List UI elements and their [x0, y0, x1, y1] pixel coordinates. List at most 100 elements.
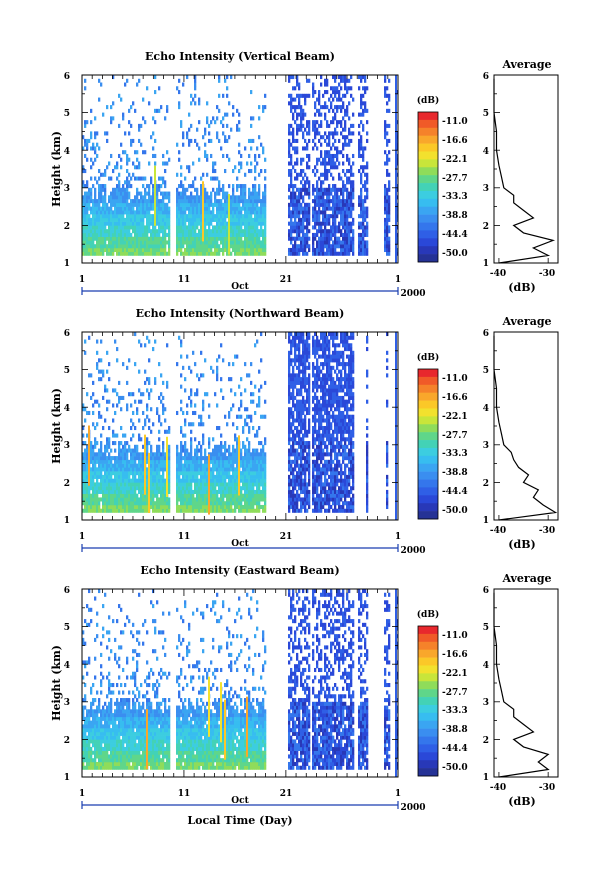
heatmap-cell [132, 452, 135, 457]
heatmap-cell [120, 441, 123, 446]
heatmap-cell [338, 105, 341, 110]
heatmap-cell [300, 236, 303, 241]
heatmap-cell [98, 501, 101, 506]
heatmap-cell [140, 471, 143, 476]
heatmap-cell [264, 105, 267, 110]
heatmap-cell [246, 478, 249, 483]
heatmap-cell [190, 210, 193, 215]
heatmap-cell [190, 206, 193, 211]
heatmap-cell [216, 225, 219, 230]
heatmap-cell [88, 199, 91, 204]
heatmap-cell [296, 210, 299, 215]
colorbar-swatch [418, 167, 438, 176]
heatmap-cell [194, 452, 197, 457]
heatmap-cell [226, 456, 229, 461]
heatmap-cell [108, 437, 111, 442]
heatmap-cell [182, 214, 185, 219]
heatmap-cell [384, 199, 387, 204]
heatmap-cell [182, 489, 185, 494]
heatmap-cell [324, 157, 327, 162]
heatmap-cell [140, 191, 143, 196]
heatmap-cell [388, 123, 391, 128]
heatmap-cell [232, 206, 235, 211]
heatmap-cell [366, 131, 369, 136]
heatmap-cell [362, 93, 365, 98]
heatmap-cell [264, 478, 267, 483]
profile-y-tick: 1 [483, 259, 489, 269]
heatmap-cell [102, 232, 105, 237]
heatmap-cell [114, 214, 117, 219]
heatmap-cell [82, 169, 85, 174]
heatmap-cell [346, 247, 349, 253]
heatmap-cell [114, 489, 117, 494]
heatmap-cell [132, 456, 135, 461]
heatmap-cell [232, 474, 235, 479]
heatmap-cell [218, 229, 221, 234]
heatmap-cell [240, 240, 243, 245]
heatmap-cell [292, 236, 295, 241]
heatmap-cell [142, 214, 145, 219]
heatmap-cell [330, 105, 333, 110]
heatmap-cell [228, 501, 231, 506]
heatmap-cell [124, 221, 127, 226]
heatmap-cell [176, 195, 179, 200]
heatmap-cell [190, 501, 193, 506]
heatmap-cell [230, 214, 233, 219]
heatmap-cell [300, 217, 303, 222]
heatmap-cell [240, 244, 243, 249]
heatmap-cell [292, 131, 295, 136]
heatmap-cell [84, 236, 87, 241]
heatmap-cell [212, 478, 215, 483]
heatmap-cell [214, 489, 217, 494]
heatmap-cell [256, 429, 259, 434]
heatmap-cell [210, 153, 213, 159]
heatmap-cell [298, 195, 301, 200]
heatmap-cell [338, 172, 341, 177]
heatmap-cell [92, 229, 95, 234]
heatmap-cell [330, 157, 333, 162]
heatmap-cell [240, 214, 243, 219]
heatmap-cell [106, 131, 109, 136]
heatmap-cell [208, 217, 211, 222]
heatmap-cell [182, 444, 185, 449]
heatmap-cell [90, 244, 93, 249]
heatmap-cell [194, 210, 197, 215]
heatmap-cell [240, 195, 243, 200]
heatmap-cell [228, 448, 231, 453]
heatmap-cell [306, 244, 309, 249]
heatmap-cell [252, 199, 255, 204]
heatmap-cell [118, 206, 121, 211]
heatmap-cell [326, 82, 329, 87]
heatmap-cell [96, 244, 99, 249]
heatmap-cell [88, 221, 91, 226]
colorbar-tick-label: -44.4 [442, 230, 468, 240]
heatmap-cell [162, 214, 165, 219]
heatmap-cell [166, 225, 169, 230]
heatmap-cell [94, 225, 97, 230]
heatmap-cell [342, 244, 345, 249]
heatmap-cell [254, 214, 257, 219]
heatmap-cell [254, 474, 257, 479]
heatmap-cell [254, 176, 257, 181]
heatmap-cell [250, 467, 253, 472]
heatmap-cell [156, 471, 159, 476]
heatmap-cell [340, 251, 343, 256]
heatmap-cell [250, 486, 253, 491]
heatmap-cell [108, 399, 111, 404]
heatmap-cell [324, 138, 327, 143]
heatmap-cell [214, 191, 217, 196]
heatmap-cell [244, 229, 247, 234]
heatmap-cell [320, 105, 323, 110]
heatmap-cell [262, 221, 265, 226]
heatmap-cell [240, 459, 243, 464]
heatmap-cell [330, 251, 333, 256]
heatmap-cell [248, 240, 251, 245]
heatmap-cell [120, 225, 123, 230]
heatmap-cell [108, 362, 111, 367]
heatmap-cell [312, 232, 315, 237]
heatmap-cell [352, 244, 355, 249]
heatmap-cell [242, 195, 245, 200]
heatmap-cell [192, 97, 195, 102]
heatmap-cell [182, 135, 185, 140]
heatmap-cell [182, 229, 185, 234]
